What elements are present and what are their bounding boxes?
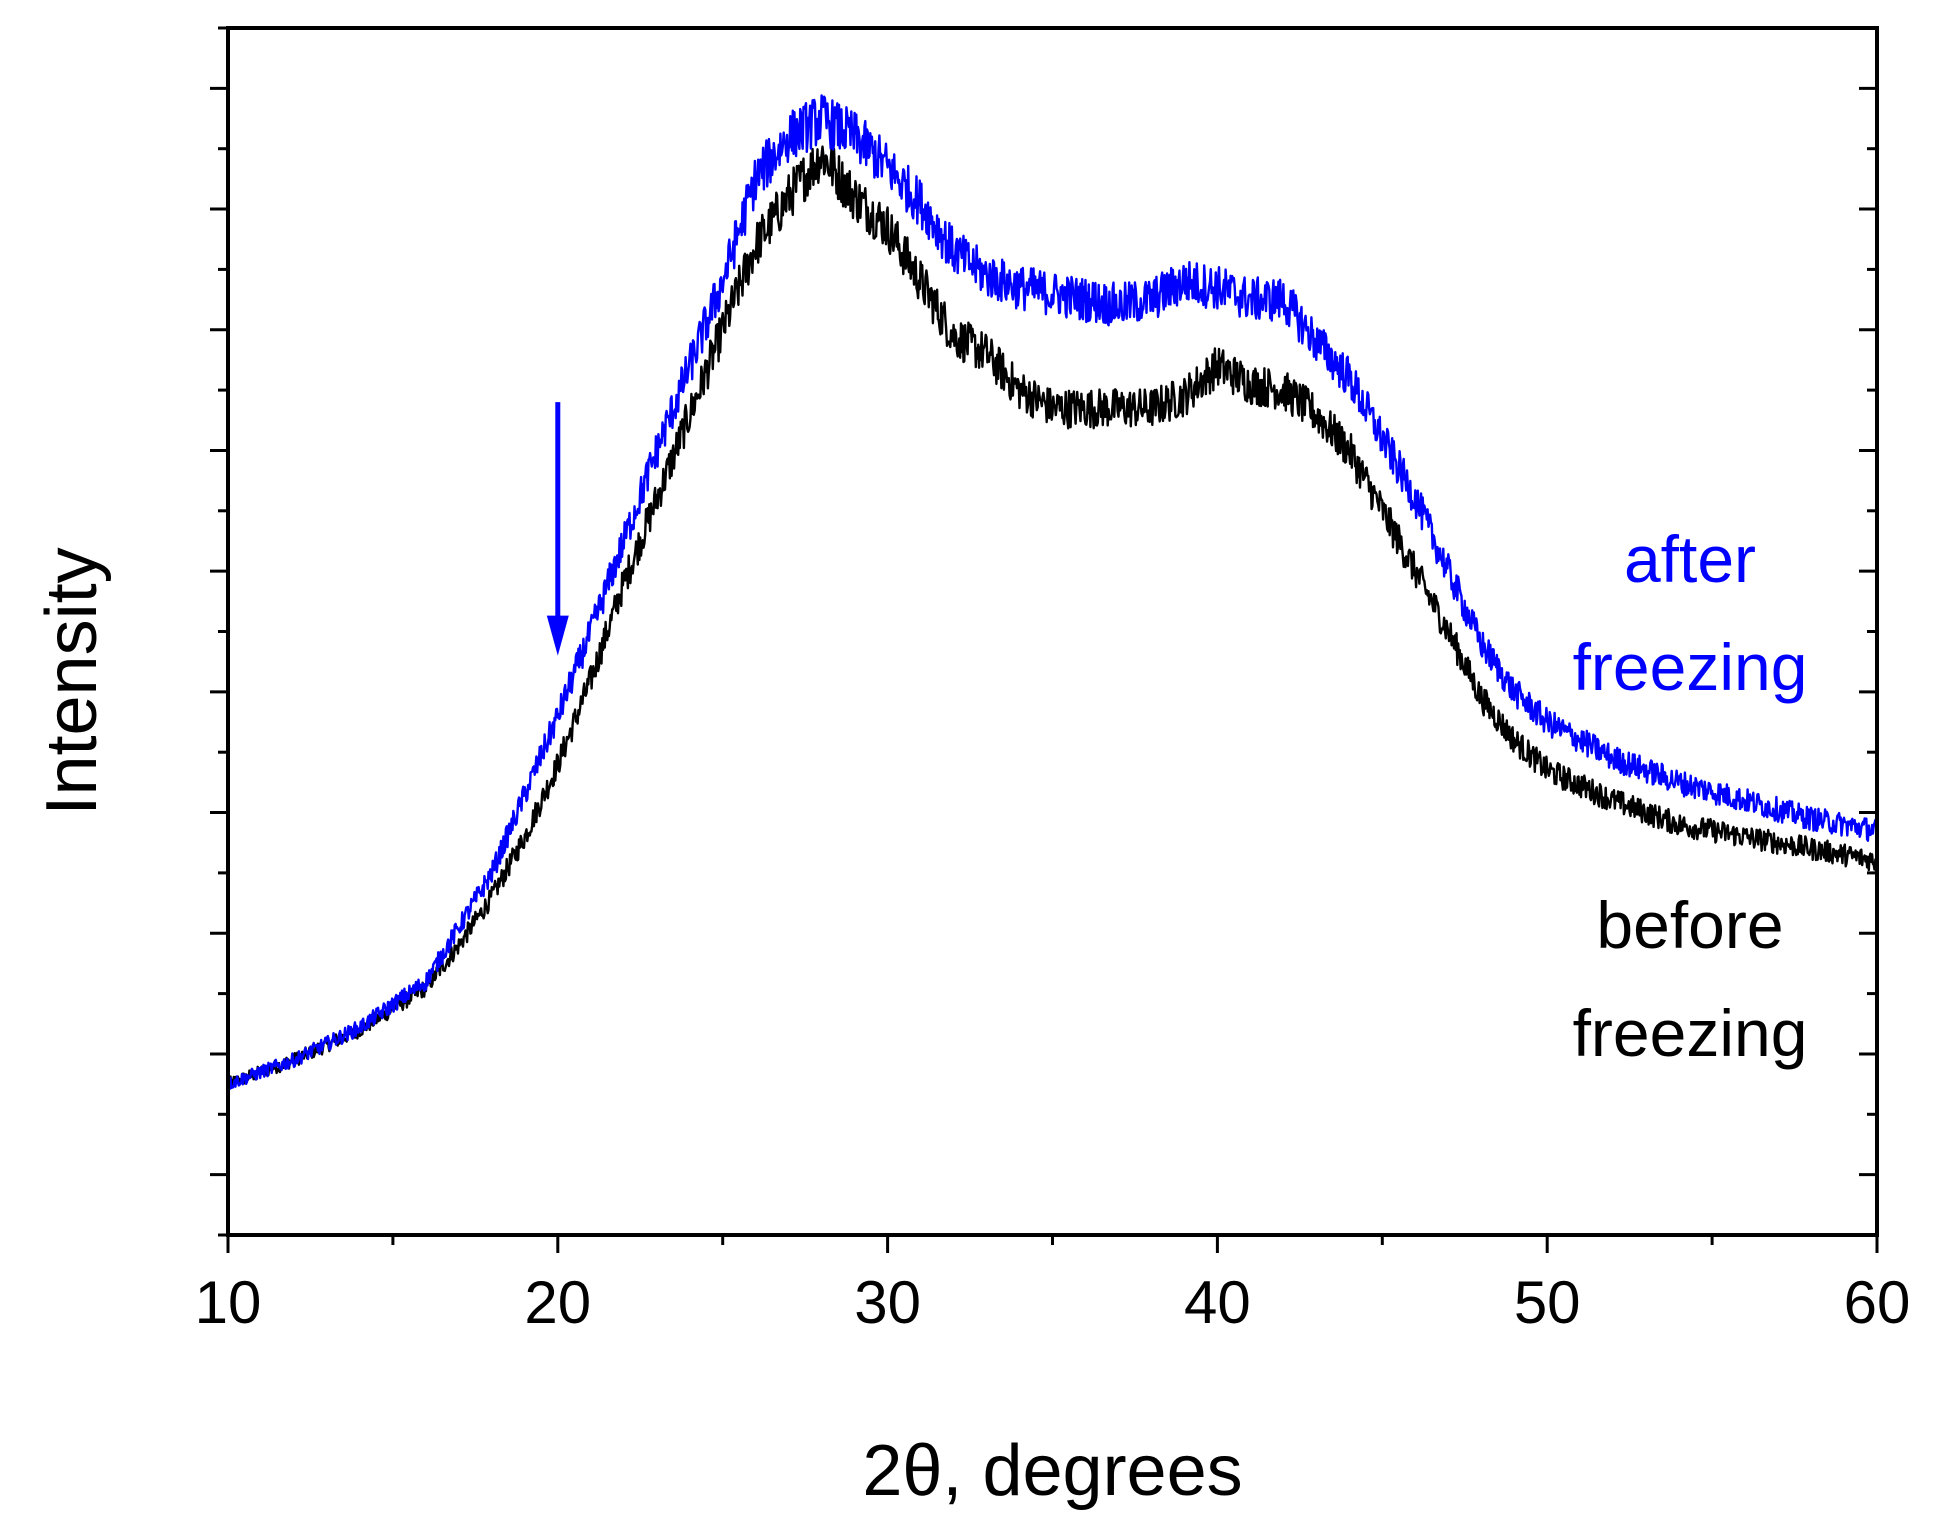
- x-tick-label: 60: [1844, 1269, 1911, 1336]
- plot-frame: [226, 26, 1879, 1237]
- x-tick-label: 50: [1514, 1269, 1581, 1336]
- x-tick-labels: 10 20 30 40 50 60: [195, 1269, 1911, 1336]
- x-tick-label: 30: [854, 1269, 921, 1336]
- x-tick-label: 20: [524, 1269, 591, 1336]
- series-layer: [226, 94, 1879, 1091]
- before-freezing-label-line1: before: [1596, 888, 1783, 962]
- after-freezing-line: [227, 94, 1879, 1091]
- before-freezing-label-line2: freezing: [1573, 996, 1808, 1070]
- after-freezing-label-line1: after: [1624, 522, 1756, 596]
- y-axis-title: Intensity: [32, 547, 112, 815]
- annotation-layer: [546, 402, 569, 656]
- after-freezing-label-line2: freezing: [1573, 630, 1808, 704]
- x-axis-title: 2θ, degrees: [862, 1431, 1242, 1511]
- x-tick-label: 10: [195, 1269, 262, 1336]
- before-freezing-line: [226, 145, 1879, 1088]
- x-tick-label: 40: [1184, 1269, 1251, 1336]
- arrow-head: [546, 615, 569, 656]
